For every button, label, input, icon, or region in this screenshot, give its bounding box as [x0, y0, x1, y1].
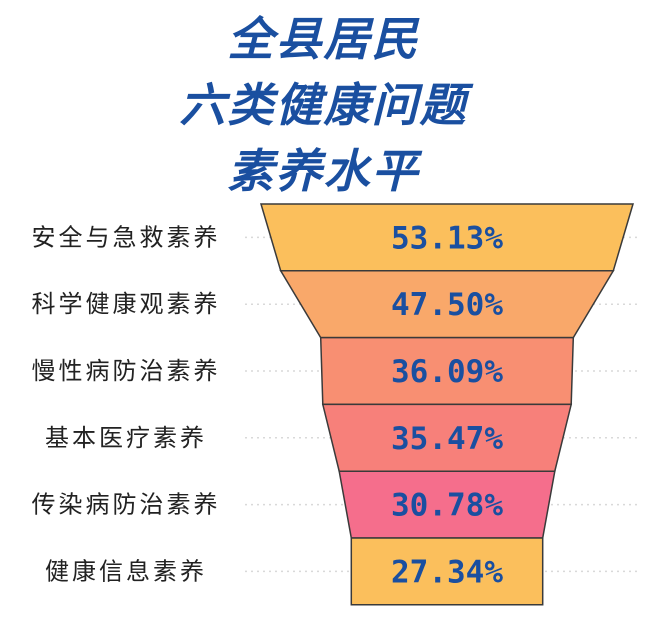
value-label-3: 36.09% [391, 354, 503, 390]
title-line-2: 六类健康问题 [179, 78, 468, 132]
title-line-1: 全县居民 [227, 12, 420, 66]
category-label-1: 安全与急救素养 [32, 223, 221, 251]
value-label-1: 53.13% [391, 220, 503, 256]
category-label-6: 健康信息素养 [45, 557, 207, 585]
value-label-4: 35.47% [391, 421, 503, 457]
category-label-5: 传染病防治素养 [32, 491, 221, 519]
title-line-3: 素养水平 [227, 144, 420, 198]
category-label-4: 基本医疗素养 [45, 424, 207, 452]
category-label-2: 科学健康观素养 [32, 290, 221, 318]
value-label-6: 27.34% [391, 554, 503, 590]
value-label-5: 30.78% [391, 488, 503, 524]
category-label-3: 慢性病防治素养 [32, 357, 221, 385]
value-label-2: 47.50% [391, 287, 503, 323]
funnel-segment-6 [350, 537, 544, 606]
